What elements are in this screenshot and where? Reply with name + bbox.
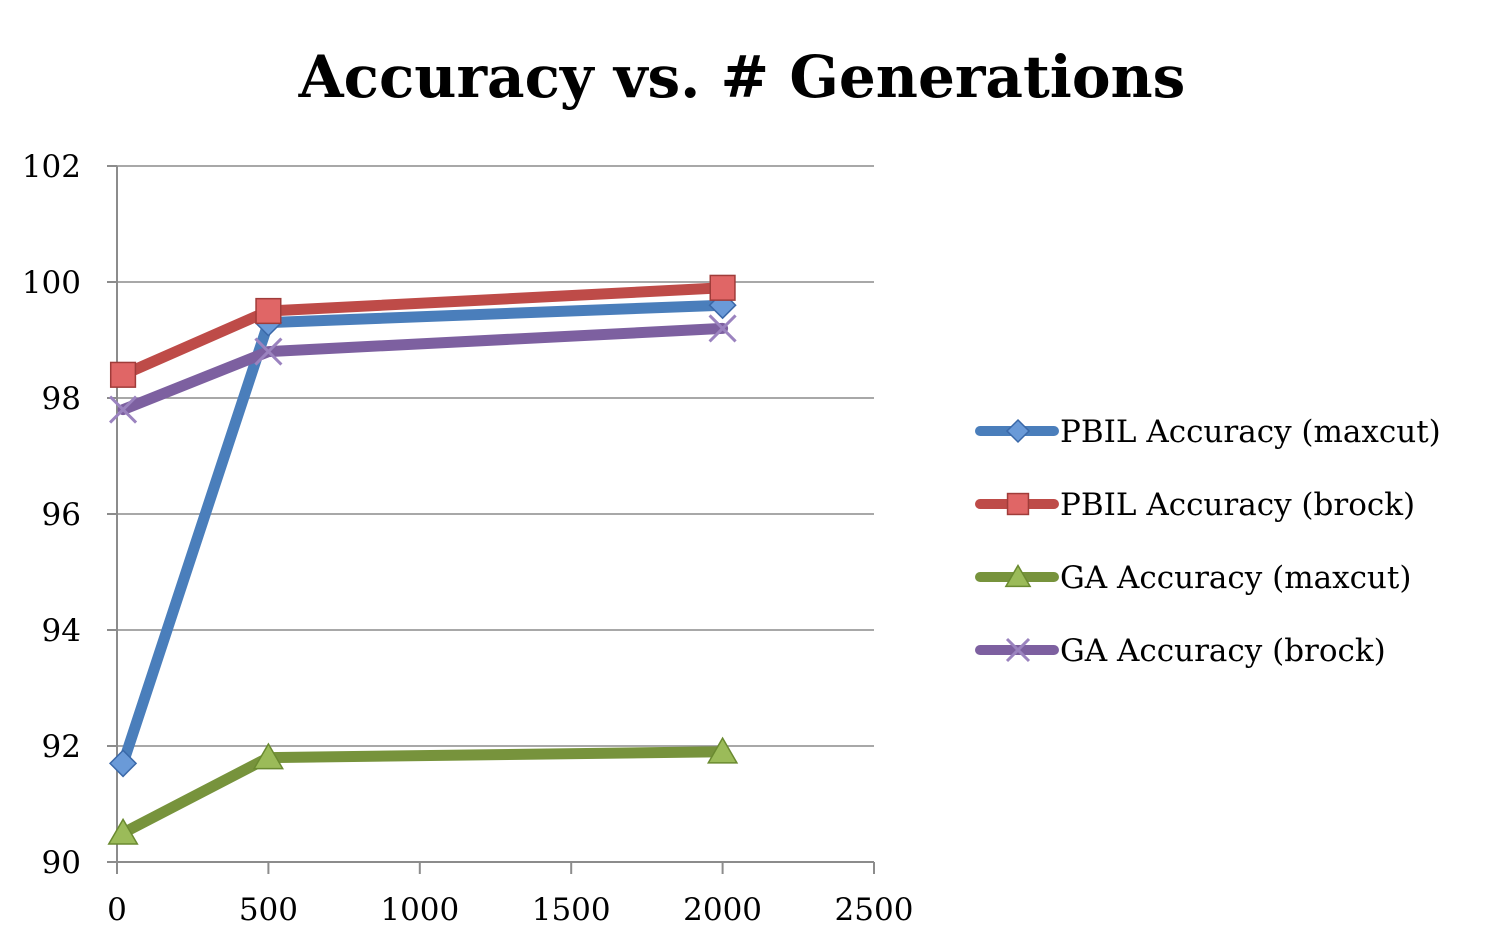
series-line <box>117 746 729 839</box>
legend-entry: PBIL Accuracy (brock) <box>975 487 1415 523</box>
y-tick-label: 100 <box>22 265 81 301</box>
axes: 90 92 94 96 98 100 102 0 500 1000 1500 2000 2500 <box>22 149 914 928</box>
x-tick-label: 500 <box>239 892 298 928</box>
data-point-marker <box>108 395 138 424</box>
series-lines <box>107 274 739 845</box>
y-tick-label: 94 <box>42 613 81 649</box>
x-tick-label: 2000 <box>683 892 762 928</box>
data-point-marker <box>108 749 138 778</box>
data-point-marker <box>706 736 739 764</box>
x-tick-label: 2500 <box>835 892 914 928</box>
data-point-marker <box>255 297 282 325</box>
x-tick-label: 0 <box>107 892 127 928</box>
series-1 <box>109 274 736 388</box>
y-tick-label: 98 <box>42 381 81 417</box>
y-tick-label: 96 <box>42 497 81 533</box>
series-3 <box>108 314 737 424</box>
legend: PBIL Accuracy (maxcut) PBIL Accuracy (bro… <box>975 414 1441 669</box>
legend-swatch-marker <box>1005 418 1031 444</box>
grid <box>117 165 874 747</box>
data-point-marker <box>107 817 139 845</box>
legend-label: GA Accuracy (maxcut) <box>1060 560 1411 596</box>
series-0 <box>108 291 737 778</box>
legend-entry: GA Accuracy (brock) <box>975 633 1386 669</box>
data-point-marker <box>709 274 736 301</box>
data-point-marker <box>109 361 137 388</box>
data-point-marker <box>252 742 285 770</box>
legend-label: PBIL Accuracy (brock) <box>1060 487 1415 523</box>
legend-label: GA Accuracy (brock) <box>1060 633 1386 669</box>
legend-label: PBIL Accuracy (maxcut) <box>1060 414 1441 450</box>
y-tick-label: 102 <box>22 149 81 185</box>
legend-swatch-marker <box>1004 563 1032 588</box>
y-tick-label: 90 <box>42 845 81 881</box>
legend-swatch-marker <box>1006 492 1030 516</box>
data-point-marker <box>254 337 283 366</box>
x-tick-label: 1500 <box>532 892 611 928</box>
series-2 <box>107 736 739 845</box>
data-point-marker <box>708 314 737 343</box>
y-tick-label: 92 <box>42 729 81 765</box>
legend-entry: PBIL Accuracy (maxcut) <box>975 414 1441 450</box>
legend-swatch-marker <box>1005 637 1031 663</box>
legend-entry: GA Accuracy (maxcut) <box>975 560 1411 596</box>
x-tick-label: 1000 <box>380 892 459 928</box>
chart-title: Accuracy vs. # Generations <box>298 43 1186 111</box>
